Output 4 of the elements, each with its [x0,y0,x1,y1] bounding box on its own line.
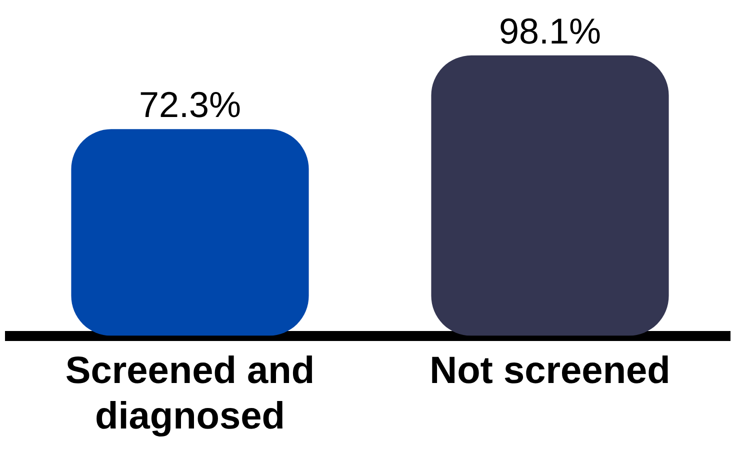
x-tick-label: Screened and diagnosed [65,350,315,438]
x-tick-label: Not screened [430,350,670,392]
data-label: 72.3% [138,84,242,126]
data-label: 98.1% [498,10,602,52]
